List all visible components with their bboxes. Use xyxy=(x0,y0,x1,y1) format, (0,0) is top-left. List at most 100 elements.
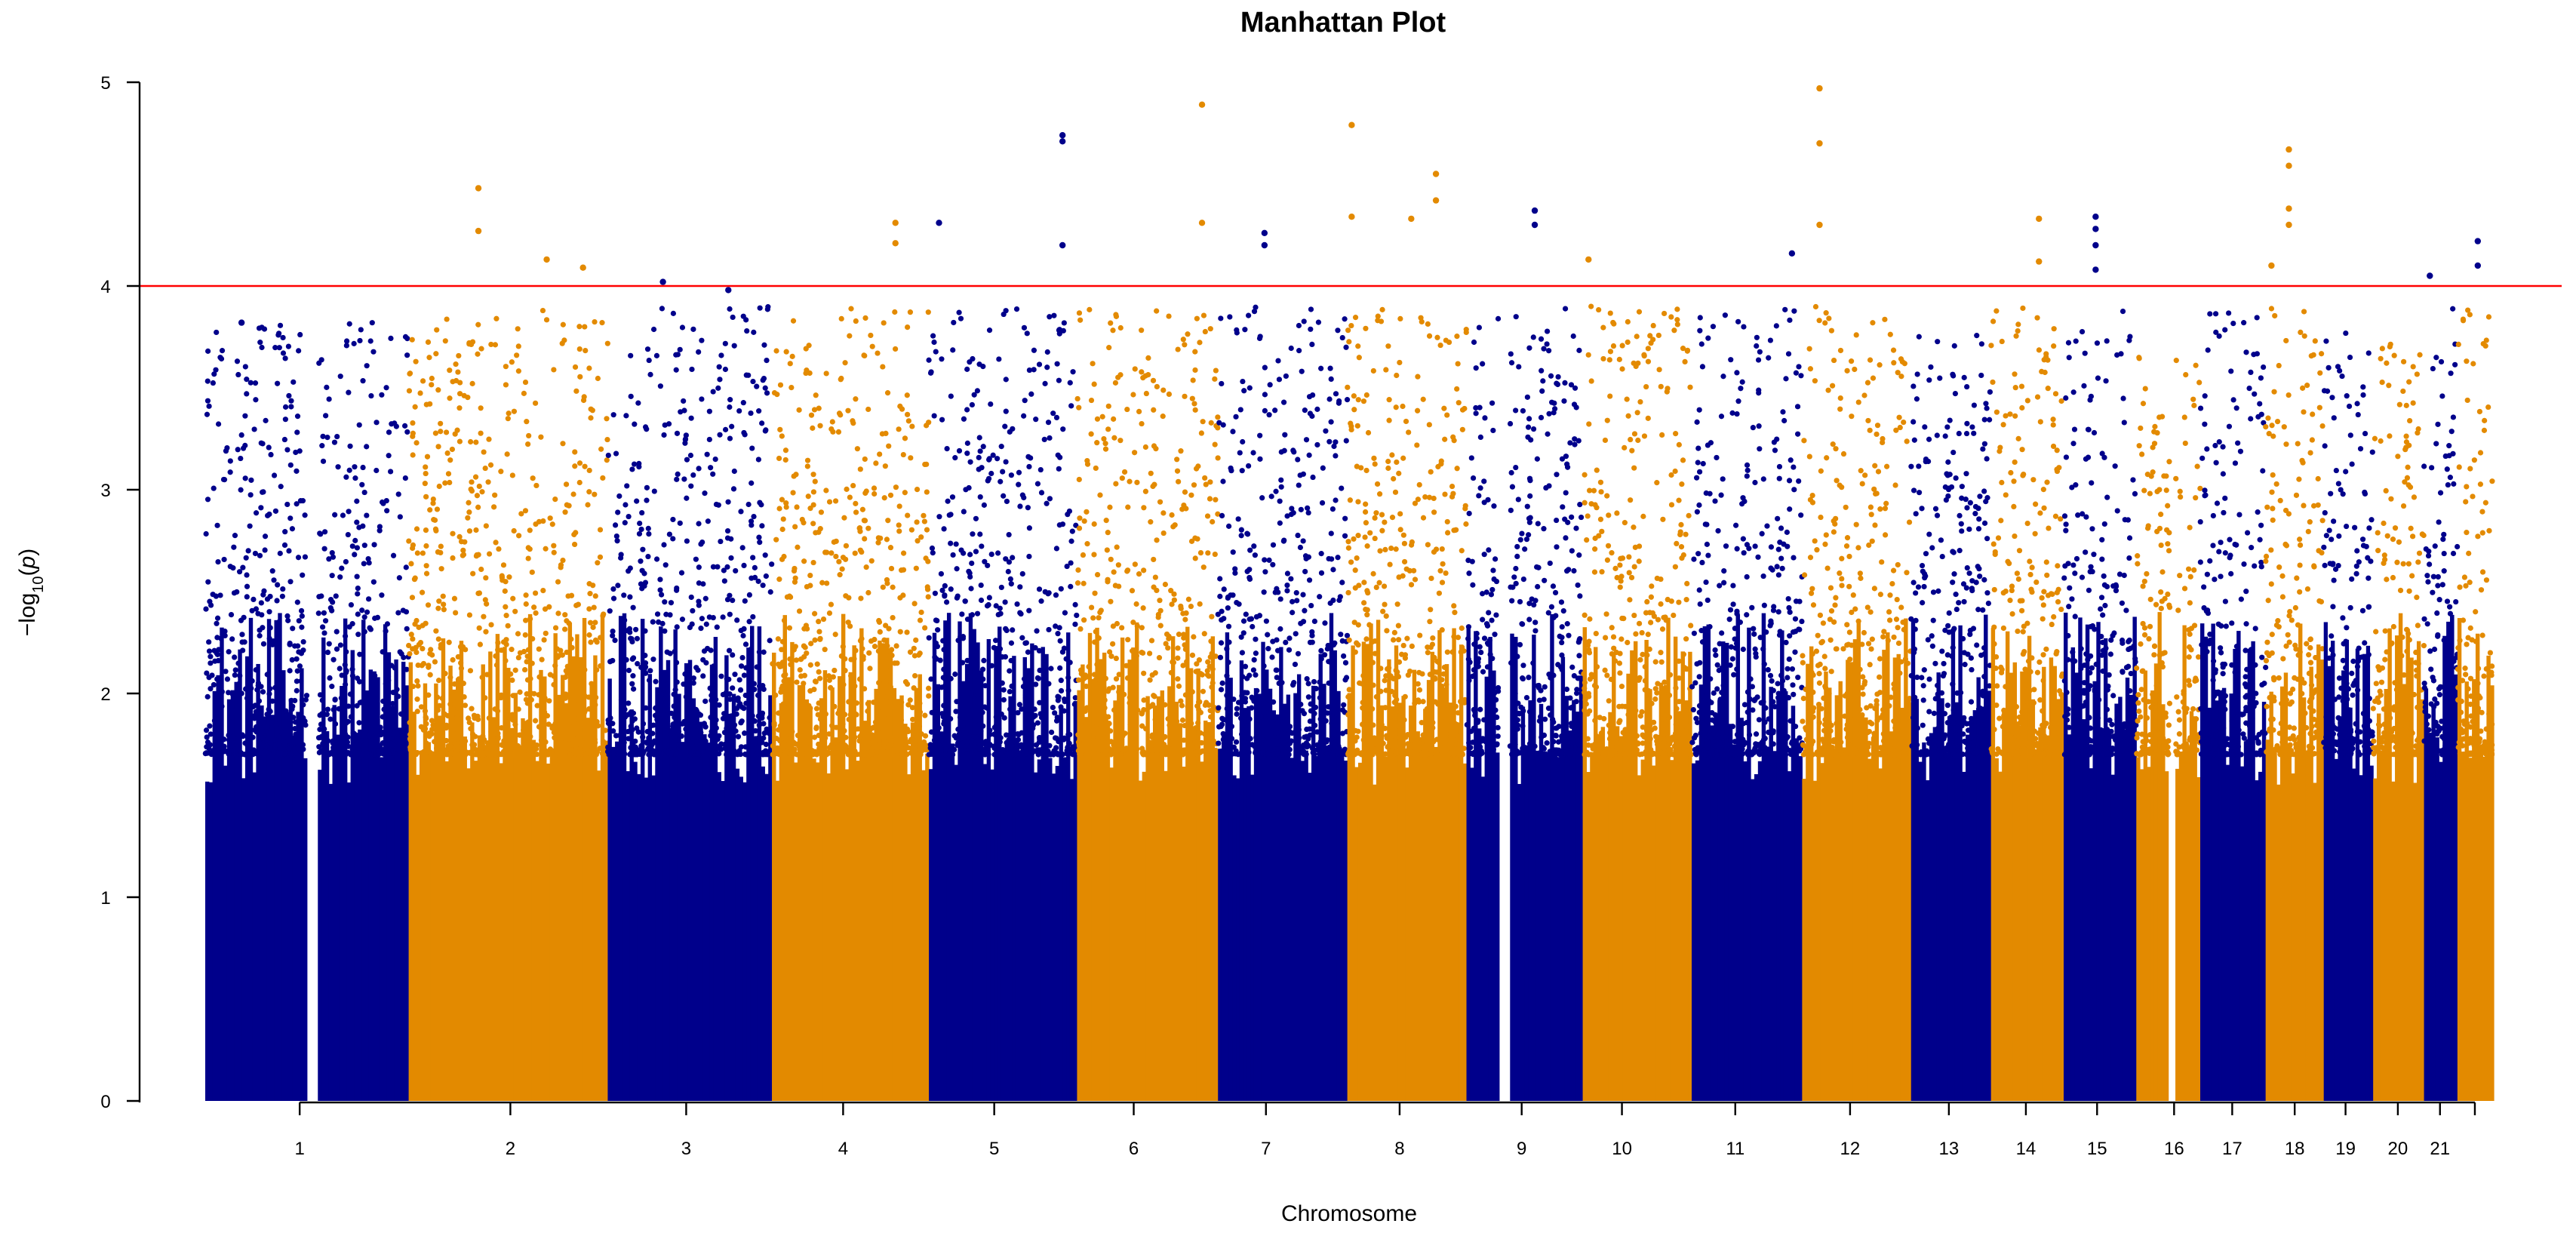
snp-point xyxy=(670,310,676,316)
snp-point xyxy=(303,693,310,699)
snp-point xyxy=(260,625,266,631)
snp-point xyxy=(1276,377,1283,383)
snp-point xyxy=(509,712,515,718)
point-band xyxy=(647,674,653,1101)
snp-point xyxy=(1449,649,1456,655)
snp-point xyxy=(554,710,560,716)
snp-point xyxy=(506,736,512,743)
snp-point xyxy=(684,701,691,707)
snp-point xyxy=(897,629,903,635)
point-band xyxy=(721,781,725,1101)
snp-point xyxy=(1197,671,1203,677)
snp-point xyxy=(1053,623,1059,629)
snp-point xyxy=(975,691,981,697)
snp-point xyxy=(1267,746,1273,752)
snp-point xyxy=(1044,364,1050,370)
snp-point xyxy=(1136,571,1142,577)
snp-point xyxy=(1278,477,1284,483)
snp-point xyxy=(493,315,500,321)
snp-point xyxy=(214,615,221,621)
snp-point xyxy=(1197,340,1203,346)
snp-point xyxy=(967,665,973,672)
snp-point xyxy=(365,555,371,562)
snp-point xyxy=(887,684,894,690)
snp-point xyxy=(1268,493,1274,500)
snp-point xyxy=(1148,470,1154,476)
snp-point xyxy=(590,624,596,630)
snp-point xyxy=(1139,710,1145,716)
snp-point xyxy=(988,552,994,558)
point-band xyxy=(260,705,264,1101)
snp-point xyxy=(701,739,708,746)
snp-point xyxy=(458,660,464,666)
snp-point xyxy=(420,646,426,652)
snp-point xyxy=(355,632,361,638)
snp-point xyxy=(256,698,263,704)
snp-point xyxy=(622,502,629,508)
snp-point xyxy=(1060,426,1066,432)
snp-point xyxy=(1210,666,1216,672)
snp-point xyxy=(675,471,681,478)
snp-point xyxy=(798,656,804,663)
snp-point xyxy=(412,621,418,627)
snp-point xyxy=(1297,544,1304,551)
snp-point xyxy=(1195,699,1202,706)
snp-point xyxy=(936,724,942,731)
snp-point xyxy=(626,667,632,674)
snp-point xyxy=(988,663,994,669)
snp-point xyxy=(900,592,906,598)
snp-point xyxy=(969,612,976,618)
snp-point xyxy=(1277,498,1283,504)
snp-point xyxy=(1235,699,1242,706)
snp-point xyxy=(755,457,761,463)
snp-point xyxy=(343,649,349,655)
point-band xyxy=(386,652,392,1101)
snp-point xyxy=(1037,699,1043,706)
snp-point xyxy=(470,570,476,576)
point-band xyxy=(270,715,275,1101)
snp-point xyxy=(1279,730,1285,736)
snp-point xyxy=(407,370,413,377)
snp-point xyxy=(377,743,383,749)
snp-point xyxy=(659,592,665,598)
snp-point xyxy=(514,352,520,358)
snp-point xyxy=(1001,696,1007,703)
snp-point xyxy=(415,662,421,669)
snp-point xyxy=(1010,752,1016,758)
point-band xyxy=(1015,743,1020,1101)
snp-point xyxy=(1288,576,1294,582)
snp-point xyxy=(373,420,380,426)
snp-point xyxy=(750,613,756,620)
point-band xyxy=(499,763,503,1101)
snp-point xyxy=(1195,720,1201,726)
snp-point xyxy=(484,746,490,752)
snp-point xyxy=(343,681,349,687)
snp-point xyxy=(481,449,487,455)
snp-point xyxy=(1327,365,1333,371)
snp-point xyxy=(1330,567,1336,573)
snp-point xyxy=(501,738,507,744)
snp-point xyxy=(430,496,436,503)
point-band xyxy=(834,737,838,1101)
snp-point xyxy=(1182,722,1188,729)
snp-point xyxy=(1208,638,1214,644)
snp-point xyxy=(1274,647,1281,653)
snp-point xyxy=(1252,552,1258,558)
snp-point xyxy=(451,681,457,687)
point-band xyxy=(1004,742,1010,1101)
snp-point xyxy=(1188,492,1194,498)
snp-point xyxy=(781,617,788,623)
snp-point xyxy=(423,401,429,407)
snp-point xyxy=(776,455,782,462)
snp-point xyxy=(343,558,349,565)
snp-point xyxy=(940,638,946,644)
snp-point xyxy=(828,550,835,556)
snp-point xyxy=(558,562,564,568)
snp-point xyxy=(420,660,427,667)
snp-point xyxy=(383,497,389,504)
snp-point xyxy=(1259,696,1265,702)
snp-point xyxy=(1056,466,1062,472)
snp-point xyxy=(555,610,561,616)
snp-point xyxy=(1172,522,1178,528)
snp-point xyxy=(1021,324,1028,331)
